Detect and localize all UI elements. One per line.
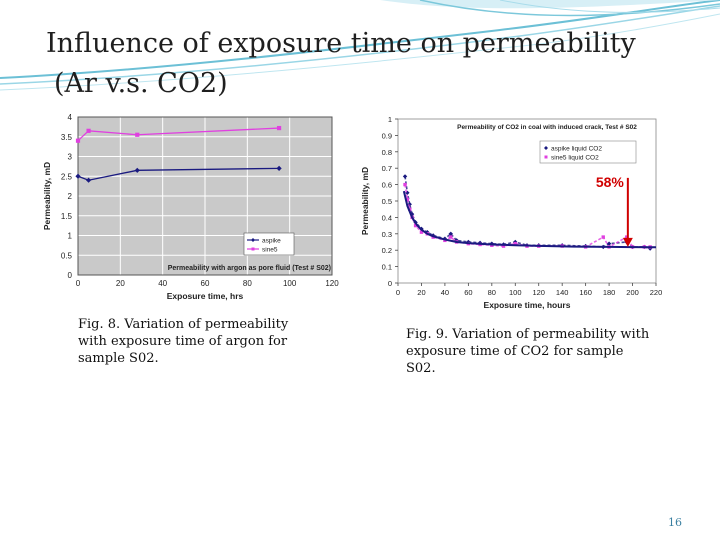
x-axis-label: Exposure time, hrs: [167, 291, 244, 301]
y-tick-label: 2.5: [61, 172, 73, 181]
x-tick-label: 20: [116, 279, 125, 288]
y-tick-label: 0.9: [382, 131, 392, 140]
x-tick-label: 140: [556, 288, 569, 297]
plot-frame: [77, 116, 333, 276]
figure8-caption: Fig. 8. Variation of permeability with e…: [78, 317, 289, 366]
data-point: [403, 182, 407, 187]
data-point: [419, 230, 424, 234]
y-tick-label: 0.1: [382, 263, 392, 272]
y-axis-label: Permeability, mD: [360, 167, 370, 235]
y-tick-label: 3.5: [61, 133, 73, 142]
argon-permeability-chart: 00.511.522.533.540 20 40 60 80 100 120aspikesi…: [32, 105, 340, 313]
y-tick-label: 0: [388, 279, 392, 288]
y-tick-label: 3: [68, 153, 73, 162]
trend-line: [402, 190, 657, 249]
data-point: [513, 241, 517, 246]
y-tick-label: 1.5: [61, 212, 73, 221]
x-tick-label: 160: [579, 288, 592, 297]
x-tick-label: 120: [325, 279, 339, 288]
y-tick-label: 0.5: [61, 251, 73, 260]
data-point: [86, 128, 91, 133]
data-point: [405, 197, 410, 202]
x-tick-label: 100: [283, 279, 297, 288]
swoosh-line: [0, 5, 720, 85]
slide-title: Influence of exposure time on permeabili…: [46, 24, 636, 104]
swoosh-line: [499, 0, 720, 13]
x-tick-label: 80: [488, 288, 496, 297]
swoosh-line: [0, 0, 720, 79]
legend-label: sine5 liquid CO2: [551, 155, 599, 162]
series-line: [77, 127, 280, 142]
y-tick-label: 1: [388, 115, 392, 124]
legend-label: aspike: [262, 238, 281, 245]
slide-title-line1: Influence of exposure time on permeabili…: [46, 28, 636, 59]
data-point: [601, 235, 605, 239]
x-tick-label: 180: [603, 288, 616, 297]
data-point: [75, 173, 81, 179]
x-axis-label: Exposure time, hours: [484, 300, 571, 310]
y-tick-label: 0.5: [382, 197, 392, 206]
co2-permeability-chart: 0 0.1 0.2 0.3 0.4 0.5 0.6 0.7 0.8 0.9 1 0 20 40 60 80 10…: [356, 107, 680, 315]
y-tick-label: 0.7: [382, 164, 392, 173]
data-point: [606, 241, 612, 246]
x-tick-label: 60: [464, 288, 472, 297]
y-tick-label: 0.8: [382, 148, 392, 157]
y-tick-label: 2: [68, 192, 73, 201]
data-point: [251, 238, 255, 242]
y-axis-label: Permeability, mD: [42, 162, 52, 230]
data-point: [402, 174, 408, 179]
swoosh-line: [419, 0, 720, 17]
data-point: [135, 132, 140, 137]
x-tick-label: 40: [158, 279, 167, 288]
y-tick-label: 4: [68, 113, 73, 122]
swoosh-band: [380, 0, 720, 9]
y-tick-label: 0.3: [382, 230, 392, 239]
data-point: [75, 138, 81, 143]
page-number: 16: [668, 516, 682, 529]
y-tick-label: 0.2: [382, 246, 392, 255]
x-tick-label: 200: [626, 288, 639, 297]
chart-title: Permeability with argon as pore fluid (T…: [168, 265, 331, 272]
data-point: [85, 177, 92, 183]
x-tick-label: 120: [532, 288, 545, 297]
data-point: [449, 235, 453, 239]
legend-label: sine5: [262, 247, 278, 254]
legend-box: [539, 140, 637, 164]
data-point: [501, 244, 506, 248]
y-tick-label: 0.6: [382, 181, 392, 190]
y-tick-label: 0.4: [382, 213, 392, 222]
legend-label: aspike liquid CO2: [551, 146, 602, 153]
annotation-label: 58%: [596, 174, 625, 190]
y-tick-label: 1: [68, 232, 73, 241]
figure9-caption: Fig. 9. Variation of permeability with e…: [406, 327, 650, 376]
swoosh-line: [0, 13, 720, 91]
annotation-arrowhead: [622, 237, 633, 247]
x-tick-label: 80: [243, 279, 252, 288]
data-point: [544, 155, 548, 159]
data-point: [624, 235, 629, 239]
data-point: [276, 125, 282, 131]
chart-title: Permeability of CO2 in coal with induced…: [457, 124, 637, 131]
x-tick-label: 0: [396, 288, 400, 297]
data-point: [448, 231, 453, 236]
x-tick-label: 60: [201, 279, 210, 288]
x-tick-label: 20: [417, 288, 425, 297]
x-tick-label: 220: [650, 288, 663, 297]
series-line: [77, 167, 280, 181]
y-tick-label: 0: [68, 271, 73, 280]
slide-title-line2: (Ar v.s. CO2): [54, 68, 228, 99]
data-point: [134, 167, 140, 173]
x-tick-label: 100: [509, 288, 522, 297]
data-point: [251, 247, 255, 251]
x-tick-label: 0: [76, 279, 81, 288]
data-point: [413, 223, 418, 228]
data-point: [544, 146, 548, 150]
header-decoration: [0, 0, 720, 91]
x-tick-label: 40: [441, 288, 449, 297]
